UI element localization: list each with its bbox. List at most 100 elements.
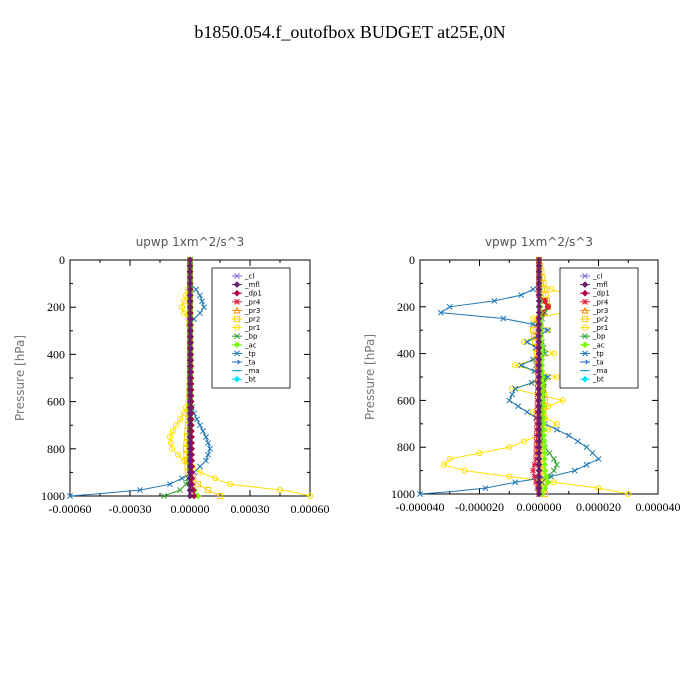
data-point [446, 303, 453, 310]
x-tick-label: 0.00000 [171, 502, 210, 516]
data-point [512, 362, 519, 369]
data-point [546, 450, 553, 457]
legend-marker [581, 324, 589, 331]
data-point [203, 457, 209, 464]
data-point [512, 385, 519, 392]
legend-label: _bp [244, 333, 258, 341]
data-point [528, 379, 535, 386]
legend-box [211, 267, 291, 389]
data-point [178, 304, 186, 311]
data-point [226, 481, 234, 488]
data-point [548, 286, 555, 293]
data-point [540, 438, 548, 445]
data-point [530, 321, 537, 328]
data-point [200, 428, 206, 435]
data-point [530, 286, 537, 293]
data-point [172, 422, 180, 429]
data-point [204, 487, 212, 494]
legend-label: _ma [244, 367, 260, 375]
data-point [553, 461, 560, 468]
y-axis-label: Pressure [hPa] [13, 335, 27, 421]
data-point [559, 397, 566, 404]
legend-label: _dp1 [592, 290, 610, 298]
data-point [553, 426, 560, 433]
x-tick-label: 0.00060 [291, 502, 330, 516]
data-point [541, 461, 549, 469]
legend-label: _cl [592, 273, 602, 281]
legend-marker [234, 333, 240, 340]
legend-label: _dp1 [244, 290, 262, 298]
data-point [197, 422, 203, 429]
legend-marker [581, 306, 589, 314]
data-point [196, 469, 204, 476]
legend-label: _pr2 [592, 316, 608, 324]
data-point [518, 292, 525, 299]
legend: _cl_mfl_dp1_pr4_pr3_pr2_pr1_bp_ac_tp_ta_… [559, 267, 639, 389]
legend-marker [234, 350, 240, 357]
data-point [571, 467, 578, 474]
data-point [506, 444, 513, 451]
data-point [535, 467, 543, 474]
legend-label: _bp [592, 333, 606, 341]
data-point [491, 297, 498, 304]
x-tick-label: 0.00030 [231, 502, 270, 516]
y-tick-label: 800 [397, 440, 415, 454]
data-point [167, 439, 175, 446]
figure-title: b1850.054.f_outofbox BUDGET at25E,0N [194, 22, 506, 42]
data-point [553, 420, 560, 427]
data-point [541, 484, 549, 492]
legend-marker [234, 298, 240, 305]
data-point [506, 397, 513, 404]
y-tick-label: 600 [47, 395, 65, 409]
data-point [544, 303, 551, 310]
data-point [524, 338, 531, 345]
data-point [583, 444, 590, 451]
x-tick-label: -0.000040 [396, 500, 445, 514]
data-point [205, 439, 211, 446]
legend-marker [233, 324, 241, 331]
legend-label: _ac [244, 341, 257, 349]
data-point [169, 428, 177, 435]
data-point [174, 451, 182, 458]
data-point [574, 438, 581, 445]
data-point [194, 416, 200, 423]
legend-label: _ta [592, 359, 604, 367]
y-tick-label: 1000 [41, 489, 65, 503]
legend-marker [581, 375, 589, 383]
y-tick-label: 0 [59, 253, 65, 267]
data-point [541, 449, 548, 457]
data-point [550, 479, 557, 486]
data-point [541, 467, 549, 474]
legend-marker [233, 315, 241, 323]
legend-label: _pr4 [592, 298, 609, 306]
x-tick-label: 0.000020 [576, 500, 621, 514]
legend-label: _tp [592, 350, 604, 358]
data-point [205, 451, 211, 458]
data-point [179, 475, 185, 482]
data-point [509, 391, 516, 398]
legend-label: _pr4 [244, 298, 261, 306]
data-point [531, 461, 538, 468]
data-point [530, 356, 537, 363]
data-point [535, 490, 543, 498]
data-point [550, 467, 557, 474]
data-point [193, 286, 199, 293]
legend-label: _bt [244, 376, 256, 384]
legend-label: _tp [244, 350, 256, 358]
data-point [540, 443, 548, 451]
legend-label: _ac [592, 341, 605, 349]
data-point [544, 478, 552, 486]
data-point [183, 481, 189, 488]
legend-label: _bt [592, 376, 604, 384]
data-point [540, 426, 548, 433]
data-point [437, 309, 444, 316]
legend-marker [582, 359, 589, 365]
legend-marker [581, 289, 589, 297]
legend-label: _ta [244, 359, 256, 367]
y-axis-label: Pressure [hPa] [363, 334, 377, 420]
data-point [540, 420, 547, 428]
data-point [583, 461, 590, 468]
panel-title: vpwp 1xm^2/s^3 [485, 235, 593, 249]
data-point [553, 373, 560, 381]
